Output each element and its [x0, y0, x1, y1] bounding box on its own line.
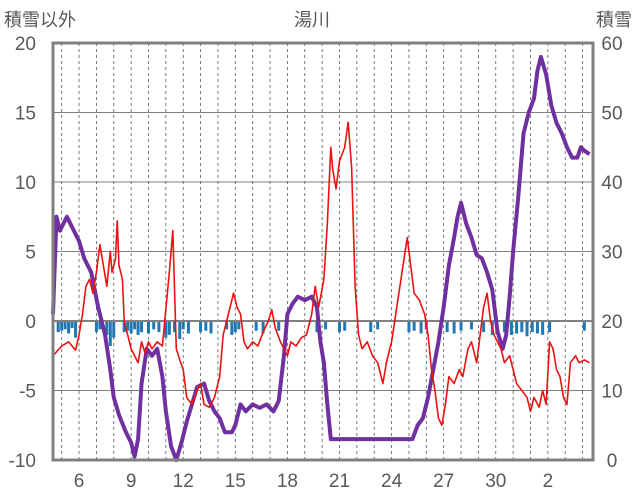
right-tick-label: 60: [601, 34, 622, 55]
precip-bar: [178, 321, 182, 340]
right-tick-label: 0: [607, 451, 618, 472]
precip-bar: [515, 321, 519, 334]
precip-bar: [98, 321, 102, 330]
left-tick-label: 10: [15, 173, 36, 194]
grid-lines: [53, 43, 593, 460]
precip-bar: [186, 321, 190, 334]
precip-bar: [108, 321, 112, 347]
precip-bar: [482, 321, 486, 333]
series-lines: [51, 54, 591, 462]
precip-bar: [502, 321, 506, 333]
precip-bar: [530, 321, 534, 333]
right-tick-label: 30: [601, 243, 622, 264]
tick-labels: -10 -5 0 5 10 15 20 0 10 20 30 40 50 60 6 9 12 15 18 21 24 27…: [9, 34, 623, 492]
precip-bar: [509, 321, 513, 335]
x-tick-label: 12: [173, 471, 194, 492]
precip-bar: [230, 321, 234, 335]
precip-bar: [126, 321, 130, 331]
left-tick-label: 5: [25, 243, 36, 264]
precip-bar: [261, 321, 265, 334]
precip-bar: [105, 321, 109, 335]
precip-bar: [452, 321, 456, 334]
right-tick-label: 50: [601, 104, 622, 125]
precip-bar: [173, 321, 177, 333]
precip-bar: [181, 321, 185, 330]
precip-bar: [535, 321, 539, 334]
precip-bar: [407, 321, 411, 333]
precip-bar: [157, 321, 161, 333]
precip-bar: [129, 321, 133, 334]
x-tick-label: 27: [433, 471, 454, 492]
x-tick-label: 21: [329, 471, 350, 492]
precip-bar: [112, 321, 116, 338]
precip-bar: [164, 321, 168, 338]
right-tick-label: 20: [601, 312, 622, 333]
x-tick-label: 24: [381, 471, 403, 492]
x-tick-label: 2: [543, 471, 554, 492]
precip-bar: [237, 321, 241, 330]
precip-bar: [204, 321, 208, 331]
precip-bar: [140, 321, 144, 333]
right-tick-label: 40: [601, 173, 622, 194]
temperature-line: [52, 121, 590, 427]
plot-frame: [51, 41, 595, 462]
precip-bar: [209, 321, 213, 334]
precip-bar: [122, 321, 126, 333]
precip-bar: [445, 321, 449, 333]
precip-bar: [60, 321, 64, 331]
right-tick-label: 10: [601, 382, 622, 403]
precip-bar: [74, 321, 78, 338]
precip-bar: [225, 321, 229, 330]
snow-depth-line: [51, 54, 591, 462]
x-tick-label: 6: [74, 471, 85, 492]
precip-bar: [56, 321, 60, 333]
precip-bar: [412, 321, 416, 331]
left-tick-label: 20: [15, 34, 36, 55]
x-tick-label: 30: [485, 471, 506, 492]
precip-bar: [152, 321, 156, 330]
left-axis-label: 積雪以外: [4, 10, 76, 31]
x-tick-label: 9: [126, 471, 137, 492]
precip-bar: [469, 321, 473, 330]
chart-title: 湯川: [294, 10, 330, 31]
precip-bar: [136, 321, 140, 335]
precip-bar: [254, 321, 258, 331]
left-tick-label: -10: [9, 451, 36, 472]
precip-bar: [94, 321, 98, 333]
left-tick-label: 0: [25, 312, 36, 333]
precip-bar: [525, 321, 529, 337]
precip-bar: [133, 321, 137, 330]
precip-bar: [63, 321, 67, 330]
right-axis-label: 積雪: [596, 10, 632, 31]
x-tick-label: 18: [277, 471, 298, 492]
precip-bar: [199, 321, 203, 333]
precip-bar: [70, 321, 74, 328]
precip-bar: [459, 321, 463, 331]
precip-bar: [337, 321, 341, 333]
precip-bar: [369, 321, 373, 333]
precip-bar: [419, 321, 423, 334]
precip-bar: [324, 321, 328, 330]
precip-bar: [376, 321, 380, 330]
precip-bar: [167, 321, 171, 335]
precip-bar: [277, 321, 281, 331]
precip-bar: [541, 321, 545, 335]
x-tick-label: 15: [225, 471, 246, 492]
precip-bar: [582, 321, 586, 331]
left-tick-label: -5: [19, 382, 36, 403]
precipitation-bars: [56, 321, 586, 347]
precip-bar: [67, 321, 71, 334]
precip-bar: [233, 321, 237, 333]
precip-bar: [548, 321, 552, 333]
left-tick-label: 15: [15, 104, 36, 125]
precip-bar: [520, 321, 524, 333]
precip-bar: [146, 321, 150, 334]
precip-bar: [343, 321, 347, 331]
